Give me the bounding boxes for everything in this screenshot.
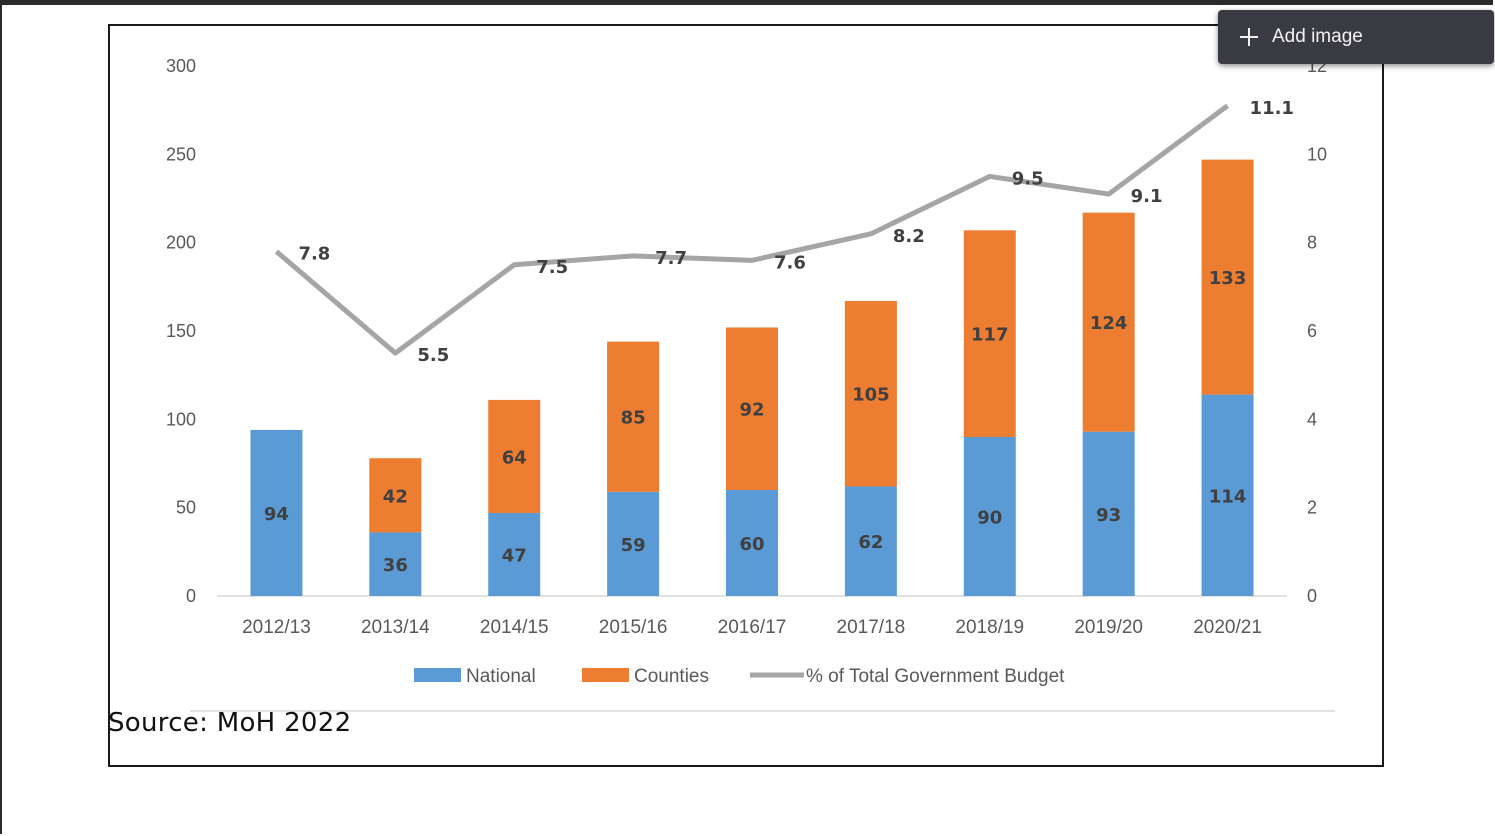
x-axis-tick-label: 2019/20: [1074, 617, 1143, 638]
left-axis-tick-label: 250: [166, 144, 196, 164]
right-axis-tick-label: 4: [1307, 409, 1317, 429]
bar-national: [1082, 431, 1135, 596]
bar-national: [844, 486, 897, 596]
data-label-counties: 42: [383, 486, 408, 507]
bar-counties: [1201, 159, 1254, 395]
x-axis-tick-label: 2020/21: [1193, 617, 1262, 638]
x-axis-tick-label: 2013/14: [361, 617, 430, 638]
data-label-percent: 11.1: [1250, 98, 1294, 119]
add-image-label: Add image: [1272, 26, 1363, 47]
right-axis-tick-label: 6: [1307, 321, 1317, 341]
bar-counties: [726, 327, 778, 490]
data-label-national: 36: [383, 555, 408, 576]
data-label-national: 60: [739, 534, 764, 555]
data-label-percent: 8.2: [893, 226, 925, 247]
data-label-counties: 92: [739, 400, 764, 421]
left-axis-tick-label: 150: [166, 321, 196, 341]
data-label-percent: 7.7: [655, 248, 687, 269]
data-label-national: 47: [502, 545, 527, 566]
data-label-percent: 9.1: [1131, 186, 1163, 207]
left-axis-tick-label: 200: [166, 233, 196, 253]
bar-national: [250, 429, 303, 596]
data-label-national: 93: [1096, 505, 1121, 526]
x-axis-tick-label: 2018/19: [955, 617, 1024, 638]
data-label-percent: 7.6: [774, 252, 806, 273]
bar-counties: [844, 300, 897, 487]
left-axis-tick-label: 300: [166, 56, 196, 76]
left-axis-tick-label: 100: [166, 409, 196, 429]
x-axis-tick-label: 2015/16: [599, 617, 668, 638]
data-label-percent: 7.8: [298, 244, 330, 265]
x-axis-tick-label: 2012/13: [242, 617, 311, 638]
add-image-button[interactable]: Add image: [1218, 10, 1494, 64]
bar-counties: [607, 341, 660, 492]
bar-counties: [963, 230, 1016, 437]
bar-national: [1201, 394, 1254, 596]
data-label-national: 114: [1209, 486, 1247, 507]
data-label-national: 59: [621, 535, 646, 556]
data-label-percent: 5.5: [417, 345, 449, 366]
data-label-counties: 124: [1090, 313, 1128, 334]
legend-swatch-national: [414, 668, 461, 682]
data-label-national: 94: [264, 504, 289, 525]
x-axis-tick-label: 2014/15: [480, 617, 549, 638]
right-axis-tick-label: 10: [1307, 144, 1327, 164]
bar-national: [488, 512, 541, 596]
legend-label-percent: % of Total Government Budget: [806, 666, 1065, 687]
data-label-counties: 105: [852, 385, 890, 406]
data-label-national: 62: [858, 532, 883, 553]
bar-national: [726, 490, 778, 596]
data-label-counties: 117: [971, 325, 1009, 346]
data-label-counties: 64: [502, 447, 527, 468]
bar-counties: [488, 399, 541, 513]
bar-counties: [369, 458, 422, 533]
right-axis-tick-label: 0: [1307, 586, 1317, 606]
left-axis-tick-label: 50: [176, 498, 196, 518]
left-axis-tick-label: 0: [186, 586, 196, 606]
bar-national: [369, 532, 422, 596]
data-label-percent: 7.5: [536, 257, 568, 278]
plus-icon: [1240, 28, 1258, 46]
bar-national: [607, 491, 660, 596]
data-label-percent: 9.5: [1012, 168, 1044, 189]
data-label-counties: 85: [621, 408, 646, 429]
x-axis-tick-label: 2017/18: [837, 617, 906, 638]
bar-counties: [1082, 212, 1135, 432]
right-axis-tick-label: 8: [1307, 233, 1317, 253]
legend-label-counties: Counties: [634, 666, 709, 687]
right-axis-tick-label: 2: [1307, 498, 1317, 518]
legend-label-national: National: [466, 666, 536, 687]
legend-swatch-counties: [582, 668, 629, 682]
data-label-national: 90: [977, 508, 1002, 529]
source-note: Source: MoH 2022: [108, 708, 352, 738]
data-label-counties: 133: [1209, 268, 1247, 289]
x-axis-tick-label: 2016/17: [718, 617, 787, 638]
bar-national: [963, 437, 1016, 596]
line-percent-budget: [274, 103, 1230, 356]
